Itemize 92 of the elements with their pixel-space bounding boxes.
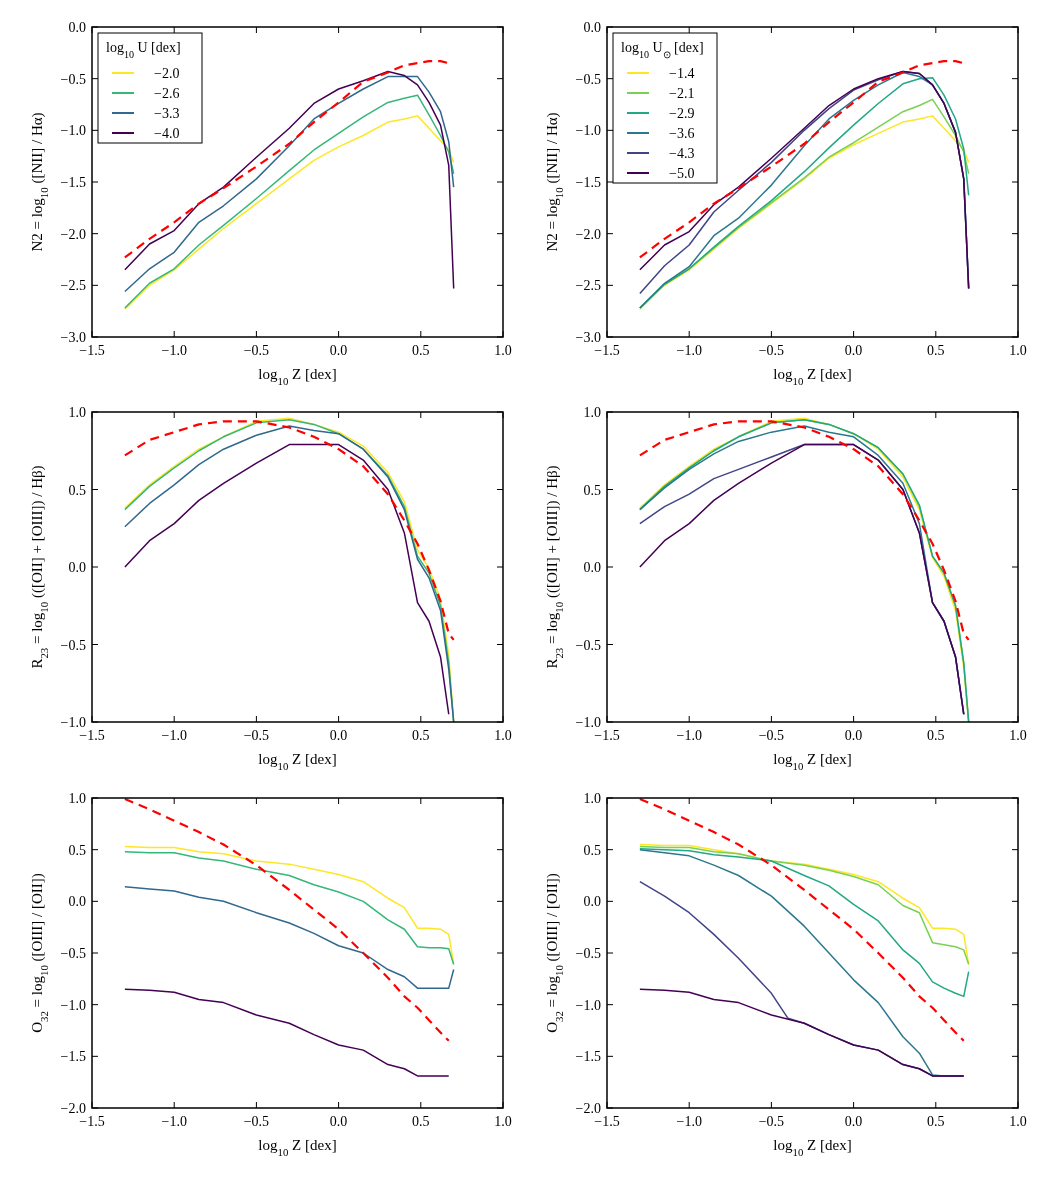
x-tick-label: 0.0 [844, 1114, 863, 1129]
x-tick-label: −1.5 [79, 343, 105, 358]
y-tick-label: 0.0 [583, 20, 601, 35]
x-tick-label: 0.0 [329, 1114, 348, 1129]
y-tick-label: −0.5 [60, 637, 86, 653]
x-axis-title: log$_{10}$ Z [dex] [258, 366, 337, 387]
y-tick-label: −1.0 [60, 123, 86, 139]
y-tick-label: −0.5 [575, 637, 601, 653]
legend-title: log$_{10}$ U [dex] [106, 40, 181, 60]
legend-label: −2.1 [669, 86, 695, 101]
x-tick-label: −1.5 [594, 728, 620, 743]
x-tick-label: 0.5 [927, 1114, 945, 1129]
y-tick-label: −2.0 [575, 226, 601, 242]
x-tick-label: −1.0 [161, 1114, 187, 1129]
y-tick-label: 0.0 [68, 560, 86, 575]
x-tick-label: −1.5 [594, 343, 620, 358]
y-tick-label: −2.5 [60, 278, 86, 294]
legend-title: log$_{10}$ U$_{⊙}$ [dex] [621, 40, 704, 60]
y-tick-label: −1.0 [60, 715, 86, 730]
y-tick-label: 0.0 [583, 560, 601, 575]
y-tick-label: 0.5 [68, 482, 86, 498]
x-axis-title: log$_{10}$ Z [dex] [773, 751, 852, 772]
x-tick-label: 1.0 [494, 1114, 512, 1129]
x-tick-label: −0.5 [243, 728, 270, 743]
y-tick-label: 0.0 [68, 20, 86, 35]
y-tick-label: 0.5 [583, 842, 601, 858]
x-tick-label: −0.5 [758, 343, 785, 358]
x-tick-label: −0.5 [243, 1114, 270, 1129]
x-tick-label: 1.0 [494, 728, 512, 743]
x-tick-label: −0.5 [758, 1114, 785, 1129]
legend-label: −2.9 [669, 106, 695, 121]
y-tick-label: 1.0 [68, 791, 86, 806]
y-tick-label: 0.5 [68, 842, 86, 858]
legend-label: −3.3 [154, 106, 180, 121]
y-tick-label: −1.0 [60, 997, 86, 1013]
x-axis-title: log$_{10}$ Z [dex] [258, 751, 337, 772]
x-tick-label: 1.0 [1009, 1114, 1027, 1129]
y-tick-label: −3.0 [60, 330, 86, 345]
y-tick-label: 0.0 [583, 894, 601, 910]
y-tick-label: −2.0 [60, 226, 86, 242]
y-tick-label: −1.5 [575, 175, 601, 190]
x-tick-label: −1.0 [161, 728, 187, 743]
y-tick-label: −0.5 [575, 71, 601, 87]
y-tick-label: 1.0 [583, 791, 601, 806]
legend-label: −1.4 [669, 66, 695, 81]
legend-label: −4.3 [669, 146, 695, 161]
x-axis-title: log$_{10}$ Z [dex] [773, 1137, 852, 1158]
x-tick-label: 0.5 [412, 728, 430, 743]
y-tick-label: −1.0 [575, 715, 601, 730]
y-tick-label: −3.0 [575, 330, 601, 345]
x-tick-label: −0.5 [758, 728, 785, 743]
y-tick-label: 0.5 [583, 482, 601, 498]
y-tick-label: −2.0 [60, 1101, 86, 1116]
y-tick-label: −2.5 [575, 278, 601, 294]
x-tick-label: 0.0 [844, 343, 863, 358]
x-axis-title: log$_{10}$ Z [dex] [258, 1137, 337, 1158]
y-tick-label: −1.0 [575, 123, 601, 139]
x-tick-label: −1.0 [676, 1114, 702, 1129]
x-tick-label: −1.0 [161, 343, 187, 358]
y-tick-label: 0.0 [68, 894, 86, 910]
x-tick-label: 0.0 [329, 728, 348, 743]
x-tick-label: 0.0 [844, 728, 863, 743]
y-tick-label: −1.0 [575, 997, 601, 1013]
y-tick-label: 1.0 [68, 405, 86, 420]
x-tick-label: 0.5 [927, 728, 945, 743]
x-tick-label: 1.0 [1009, 343, 1027, 358]
y-tick-label: −0.5 [575, 946, 601, 961]
x-tick-label: 0.0 [329, 343, 348, 358]
legend-label: −2.0 [154, 66, 180, 81]
x-tick-label: −1.0 [676, 728, 702, 743]
x-tick-label: 0.5 [927, 343, 945, 358]
legend-label: −3.6 [669, 126, 695, 141]
x-tick-label: 1.0 [1009, 728, 1027, 743]
x-tick-label: 0.5 [412, 1114, 430, 1129]
x-tick-label: 0.5 [412, 343, 430, 358]
x-tick-label: −1.5 [79, 728, 105, 743]
y-tick-label: −1.5 [575, 1049, 601, 1065]
y-tick-label: −1.5 [60, 175, 86, 190]
x-tick-label: −1.5 [79, 1114, 105, 1129]
y-tick-label: −0.5 [60, 946, 86, 961]
x-tick-label: −0.5 [243, 343, 270, 358]
legend-label: −5.0 [669, 166, 695, 181]
x-axis-title: log$_{10}$ Z [dex] [773, 366, 852, 387]
x-tick-label: −1.0 [676, 343, 702, 358]
y-tick-label: −0.5 [60, 71, 86, 87]
y-tick-label: 1.0 [583, 405, 601, 420]
x-tick-label: 1.0 [494, 343, 512, 358]
legend-label: −2.6 [154, 86, 180, 101]
x-tick-label: −1.5 [594, 1114, 620, 1129]
y-tick-label: −1.5 [60, 1049, 86, 1065]
legend-label: −4.0 [154, 126, 180, 141]
y-tick-label: −2.0 [575, 1101, 601, 1116]
